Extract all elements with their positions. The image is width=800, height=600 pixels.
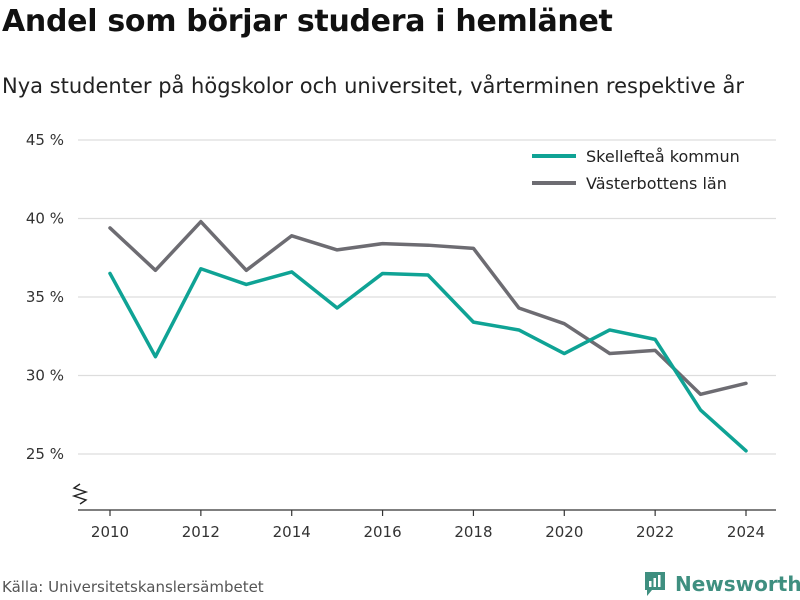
legend-label-skelleftea: Skellefteå kommun [586,147,740,166]
x-tick-label: 2016 [363,523,401,541]
y-tick-label: 30 % [26,367,64,385]
axis-break-icon [71,483,89,505]
series-lines [108,219,748,453]
line-chart: 25 %30 %35 %40 %45 % 2010 2012 2014 2016 201… [26,131,776,541]
x-tick-label: 2020 [545,523,583,541]
series-line-vasterbotten [108,219,748,397]
source-note: Källa: Universitetskanslersämbetet [2,578,264,596]
x-tick-label: 2024 [727,523,765,541]
y-axis-ticks: 25 % 30 % 35 % 40 % 45 % [26,131,64,463]
legend-label-vasterbotten: Västerbottens län [586,174,727,193]
chart-subtitle: Nya studenter på högskolor och universit… [2,74,744,98]
x-tick-label: 2010 [91,523,129,541]
y-tick-label: 25 % [26,445,64,463]
x-tick-label: 2018 [454,523,492,541]
newsworthy-logo: Newsworthy [643,568,800,600]
x-tick-label: 2012 [182,523,220,541]
bar-chart-logo-icon [645,572,665,596]
legend: Skellefteå kommun Västerbottens län [532,147,740,193]
x-tick-label: 2014 [273,523,311,541]
x-axis: 2010 2012 2014 2016 2018 2020 2022 2024 [71,483,776,541]
y-tick-label: 45 % [26,131,64,149]
brand-name: Newsworthy [675,572,800,596]
chart-title: Andel som börjar studera i hemlänet [2,4,613,39]
x-tick-label: 2022 [636,523,674,541]
gridlines [78,139,776,455]
series-line-skelleftea [108,266,748,453]
y-tick-label: 40 % [26,210,64,228]
y-tick-label: 35 % [26,288,64,306]
